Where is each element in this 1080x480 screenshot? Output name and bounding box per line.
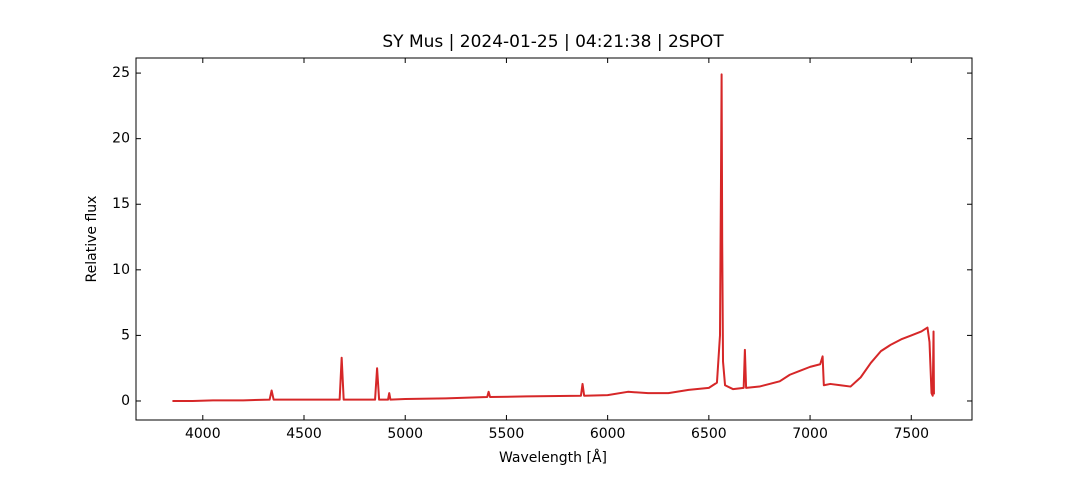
plot-frame [135,57,973,421]
chart-title: SY Mus | 2024-01-25 | 04:21:38 | 2SPOT [382,32,724,52]
y-tick-label: 10 [112,262,130,278]
y-tick-label: 15 [112,196,130,212]
x-tick-label: 5000 [387,426,423,442]
x-tick-label: 6000 [590,426,626,442]
spectrum-line [172,73,935,402]
x-tick-label: 6500 [691,426,727,442]
y-tick-label: 0 [121,393,130,409]
y-tick-label: 25 [112,65,130,81]
x-tick-label: 7000 [792,426,828,442]
x-tick-label: 7500 [893,426,929,442]
y-tick-label: 20 [112,131,130,147]
y-tick-label: 5 [121,327,130,343]
x-tick-label: 4500 [286,426,322,442]
x-tick-label: 5500 [489,426,525,442]
x-tick-label: 4000 [185,426,221,442]
y-axis-label: Relative flux [84,196,100,283]
x-axis-label: Wavelength [Å] [499,449,607,466]
